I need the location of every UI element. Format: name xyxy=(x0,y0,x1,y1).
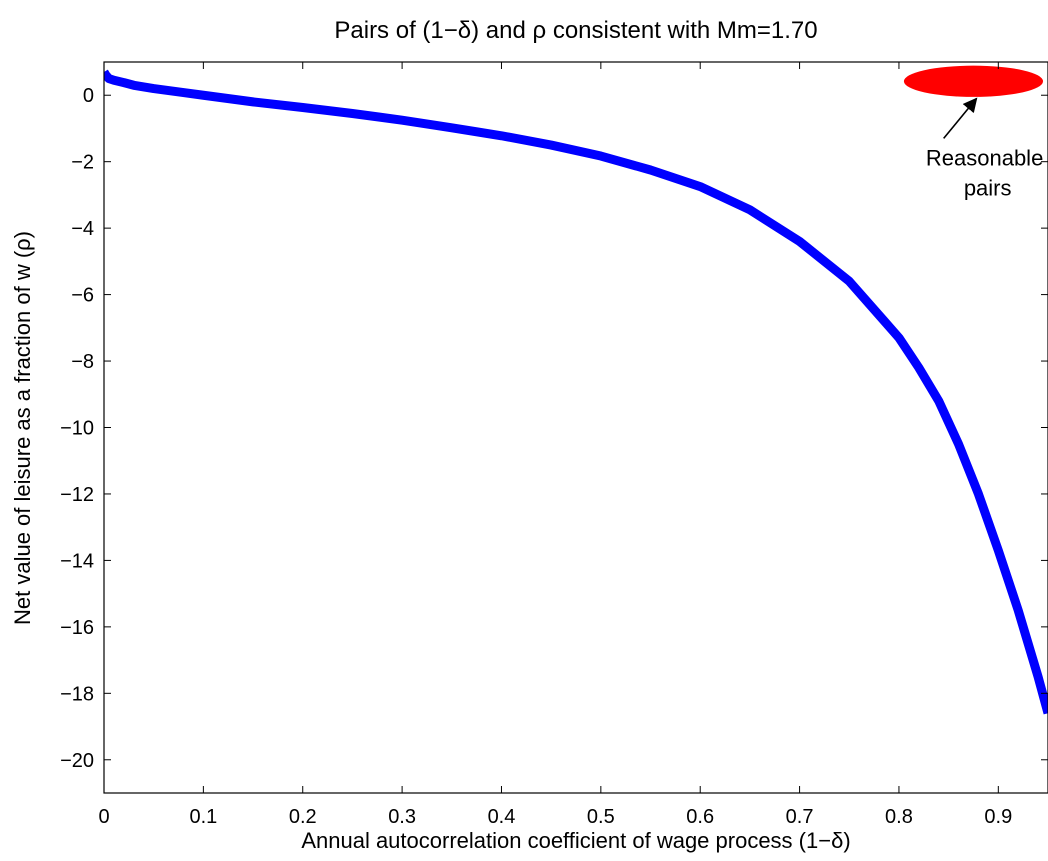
highlight-region-group xyxy=(903,65,1044,97)
x-tick-label: 0.4 xyxy=(488,806,516,828)
annotation-group: Reasonable pairs xyxy=(926,97,1048,200)
annotation-arrow xyxy=(943,97,978,139)
x-tick-label: 0.7 xyxy=(786,806,814,828)
y-tick-label: −18 xyxy=(60,683,94,705)
y-axis-ticks: 0 −2 −4 −6 −8 −10 −12 −14 −16 −18 −20 xyxy=(60,85,1048,772)
y-tick-label: −12 xyxy=(60,484,94,506)
plot-frame xyxy=(103,61,1048,794)
x-axis-ticks: 0 0.1 0.2 0.3 0.4 0.5 0.6 0.7 0.8 0.9 xyxy=(98,62,1012,828)
x-axis-title: Annual autocorrelation coefficient of wa… xyxy=(301,828,850,853)
chart-title: Pairs of (1−δ) and ρ consistent with Mm=… xyxy=(334,17,817,44)
x-tick-label: 0.6 xyxy=(686,806,714,828)
annotation-label-line-1: Reasonable xyxy=(926,145,1043,170)
annotation-label-line-2: pairs xyxy=(964,175,1012,200)
y-tick-label: 0 xyxy=(83,85,94,107)
y-tick-label: −8 xyxy=(71,351,94,373)
y-tick-label: −4 xyxy=(71,218,94,240)
x-tick-label: 0.2 xyxy=(289,806,317,828)
y-axis-title: Net value of leisure as a fraction of w … xyxy=(10,231,35,625)
series-line xyxy=(104,69,1048,715)
annotation-label: Reasonable pairs xyxy=(926,145,1048,200)
x-tick-label: 0.5 xyxy=(587,806,615,828)
x-tick-label: 0.8 xyxy=(885,806,913,828)
y-tick-label: −2 xyxy=(71,152,94,174)
y-tick-label: −16 xyxy=(60,617,94,639)
x-tick-label: 0 xyxy=(98,806,109,828)
y-tick-label: −6 xyxy=(71,285,94,307)
y-tick-label: −20 xyxy=(60,750,94,772)
plot-background xyxy=(104,62,1048,793)
x-tick-label: 0.3 xyxy=(388,806,416,828)
series-group xyxy=(104,69,1048,715)
reasonable-pairs-region xyxy=(903,65,1044,97)
y-tick-label: −14 xyxy=(60,550,94,572)
plot-area: Reasonable pairs 0 0.1 0.2 0.3 0.4 0.5 0.6 0.7 0… xyxy=(60,61,1048,828)
y-tick-label: −10 xyxy=(60,418,94,440)
x-tick-label: 0.9 xyxy=(984,806,1012,828)
x-tick-label: 0.1 xyxy=(189,806,217,828)
